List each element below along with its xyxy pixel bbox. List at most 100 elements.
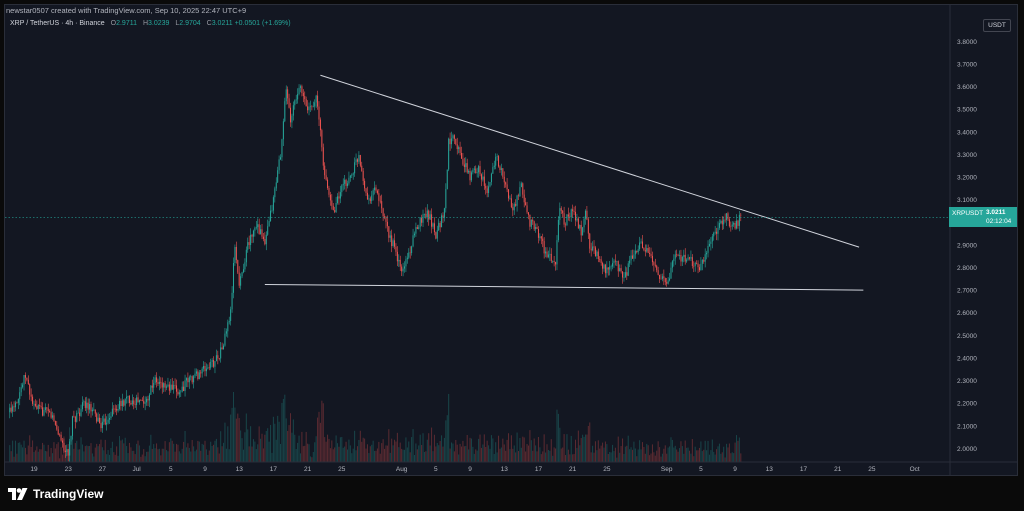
volume-bar [116, 446, 118, 462]
candle-body [136, 397, 138, 405]
candle-body [248, 242, 250, 245]
volume-bar [519, 437, 521, 462]
volume-bar [687, 447, 689, 462]
candle-body [173, 384, 175, 390]
volume-bar [470, 438, 472, 462]
volume-bar [627, 435, 629, 462]
volume-bar [255, 449, 257, 462]
candle-body [299, 86, 301, 88]
volume-bar [584, 434, 586, 462]
candle-body [123, 400, 125, 406]
volume-bar [365, 448, 367, 462]
price-tick-label: 3.3000 [957, 152, 977, 159]
time-tick-label: 21 [304, 466, 312, 473]
volume-bar [113, 452, 115, 462]
volume-bar [124, 437, 126, 462]
price-tick-label: 2.7000 [957, 288, 977, 295]
candle-body [509, 198, 511, 199]
candle-body [307, 106, 309, 111]
volume-bar [50, 447, 52, 462]
candle-body [737, 220, 739, 226]
candle-body [728, 219, 730, 227]
candle-body [126, 396, 128, 399]
candle-body [466, 163, 468, 173]
volume-bar [577, 430, 579, 462]
volume-bar [612, 444, 614, 462]
volume-bar [488, 445, 490, 462]
candle-body [128, 396, 130, 404]
volume-bar [643, 446, 645, 462]
candle-body [39, 405, 41, 407]
candle-body [130, 403, 132, 405]
volume-bar [247, 429, 249, 462]
volume-bar [529, 430, 531, 462]
candle-body [422, 214, 424, 223]
candle-body [733, 222, 735, 225]
volume-bar [708, 454, 710, 462]
volume-bar [431, 427, 433, 462]
volume-bar [512, 448, 514, 462]
candle-body [590, 248, 592, 251]
candle-body [312, 106, 314, 108]
volume-bar [362, 437, 364, 462]
volume-bar [386, 445, 388, 462]
volume-bar [413, 455, 415, 462]
time-tick-label: 21 [569, 466, 577, 473]
volume-bar [435, 446, 437, 462]
volume-bar [339, 437, 341, 462]
candle-body [683, 254, 685, 257]
candle-body [394, 240, 396, 247]
tradingview-logo[interactable]: TradingView [8, 486, 103, 502]
volume-bar [728, 443, 730, 462]
price-tick-label: 3.8000 [957, 39, 977, 46]
candle-body [577, 218, 579, 229]
candle-body [520, 183, 522, 188]
candle-body [337, 196, 339, 203]
chart-pane[interactable] [4, 4, 1018, 476]
volume-bar [656, 450, 658, 462]
volume-bar [23, 440, 25, 462]
volume-bar [193, 446, 195, 462]
currency-button[interactable]: USDT [983, 19, 1011, 32]
volume-bar [590, 452, 592, 462]
candle-body [366, 192, 368, 200]
volume-bar [537, 436, 539, 462]
volume-bar [412, 429, 414, 462]
candle-body [485, 185, 487, 189]
volume-bar [352, 448, 354, 462]
volume-bar [187, 443, 189, 462]
volume-bar [517, 451, 520, 462]
candle-body [641, 241, 643, 249]
candle-body [473, 168, 475, 170]
volume-bar [693, 456, 695, 462]
candle-body [523, 194, 525, 203]
volume-bar [553, 447, 555, 462]
candle-body [57, 429, 59, 435]
volume-bar [463, 446, 465, 462]
candle-body [244, 262, 246, 270]
candle-body [654, 264, 656, 266]
price-tick-label: 2.5000 [957, 333, 977, 340]
volume-bar [191, 440, 193, 462]
volume-bar [465, 445, 467, 462]
volume-bar [379, 453, 381, 462]
volume-bar [344, 446, 346, 462]
volume-bar [515, 452, 517, 462]
candle-body [475, 168, 477, 174]
candle-body [334, 210, 336, 213]
volume-bar [61, 454, 64, 462]
volume-bar [101, 447, 103, 462]
candle-body [527, 212, 529, 215]
candle-body [245, 249, 247, 263]
volume-bar [478, 438, 480, 462]
candle-body [110, 416, 112, 419]
candle-body [250, 234, 252, 245]
volume-bar [211, 445, 213, 462]
volume-bar [33, 452, 35, 462]
volume-bar [288, 425, 290, 462]
volume-bar [614, 447, 616, 462]
candle-body [365, 188, 367, 193]
time-tick-label: Jul [132, 466, 141, 473]
time-tick-label: 13 [236, 466, 244, 473]
